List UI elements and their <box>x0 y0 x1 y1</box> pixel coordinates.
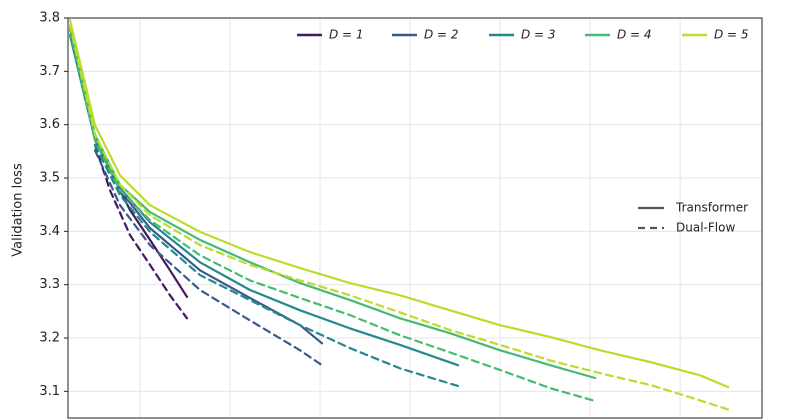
legend-label: D = 5 <box>714 28 749 42</box>
transformer-line <box>93 139 324 345</box>
plot-frame <box>67 17 763 419</box>
dual-flow-line <box>68 29 595 402</box>
dual-flow-line <box>93 143 460 388</box>
y-tick-label: 3.4 <box>39 224 60 239</box>
y-tick-label: 3.3 <box>39 277 60 292</box>
y-tick-label: 3.8 <box>39 11 60 26</box>
legend-style-label: Transformer <box>675 201 748 215</box>
y-axis-label: Validation loss <box>11 163 26 257</box>
y-tick-label: 3.2 <box>39 331 60 346</box>
plot-lines <box>68 19 730 411</box>
y-tick-label: 3.1 <box>39 384 60 399</box>
legend-style-label: Dual-Flow <box>676 221 735 235</box>
axes: 3.1 3.2 3.3 3.4 3.5 3.6 3.7 3.8 <box>39 11 68 399</box>
y-tick-label: 3.5 <box>39 171 60 186</box>
dual-flow-line <box>93 143 189 320</box>
y-tick-label: 3.7 <box>39 64 60 79</box>
legend-label: D = 4 <box>617 28 652 42</box>
legend-label: D = 1 <box>329 28 364 42</box>
y-tick-label: 3.6 <box>39 117 60 132</box>
dual-flow-line <box>93 149 324 367</box>
legend-label: D = 3 <box>521 28 556 42</box>
transformer-line <box>68 19 730 389</box>
dual-flow-line <box>68 23 730 411</box>
legend-label: D = 2 <box>424 28 459 42</box>
legend: D = 1 D = 2 D = 3 D = 4 D = 5 Transformer Dual… <box>297 28 749 235</box>
